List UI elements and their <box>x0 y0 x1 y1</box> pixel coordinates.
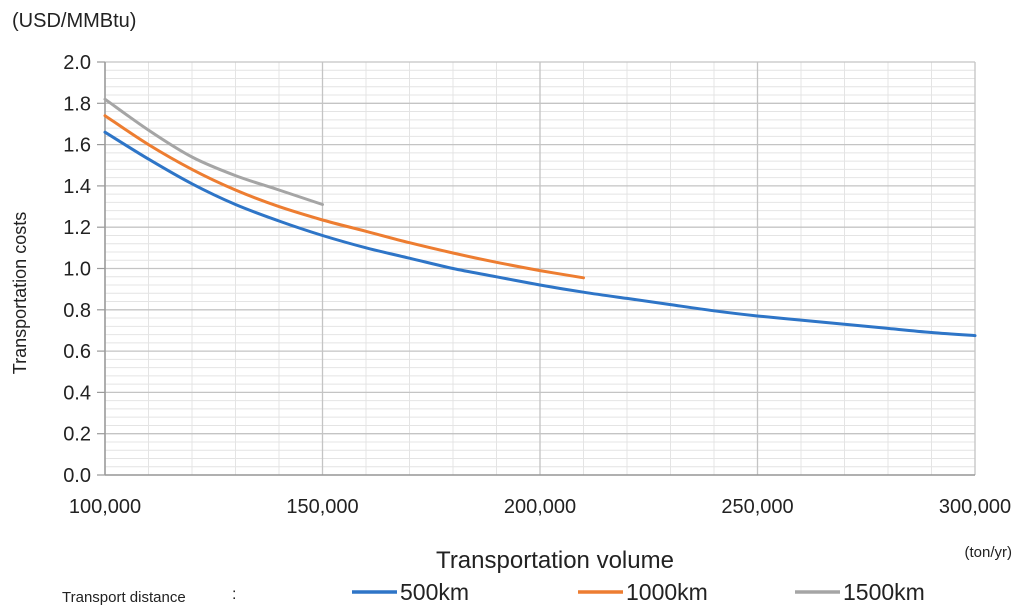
y-tick-label: 0.8 <box>63 300 91 322</box>
y-unit-label: (USD/MMBtu) <box>12 10 136 32</box>
legend-label-1000km: 1000km <box>626 579 708 605</box>
y-tick-label: 1.2 <box>63 217 91 239</box>
axes: 0.0 0.2 0.4 0.6 0.8 1.0 1.2 1.4 1.6 1.8 2.0 100,000… <box>63 52 1011 518</box>
x-axis-title: Transportation volume <box>436 547 674 574</box>
legend: 500km 1000km 1500km <box>352 579 925 605</box>
x-tick-label: 250,000 <box>721 496 793 518</box>
y-tick-label: 0.0 <box>63 465 91 487</box>
y-tick-label: 1.6 <box>63 135 91 157</box>
y-tick-label: 1.4 <box>63 176 91 198</box>
grid <box>104 61 976 476</box>
y-tick-label: 2.0 <box>63 52 91 74</box>
series-line-1500km <box>103 97 324 206</box>
y-tick-label: 0.4 <box>63 382 91 404</box>
series-lines <box>103 97 977 338</box>
legend-label-500km: 500km <box>400 579 469 605</box>
series-line-500km <box>103 130 977 338</box>
x-unit-label: (ton/yr) <box>964 544 1012 561</box>
y-tick-label: 1.8 <box>63 93 91 115</box>
legend-label-1500km: 1500km <box>843 579 925 605</box>
legend-separator: : <box>232 586 236 603</box>
x-tick-label: 200,000 <box>504 496 576 518</box>
x-tick-label: 150,000 <box>286 496 358 518</box>
y-tick-label: 0.6 <box>63 341 91 363</box>
series-line-1000km <box>103 114 585 280</box>
x-tick-label: 100,000 <box>69 496 141 518</box>
y-tick-label: 0.2 <box>63 424 91 446</box>
y-tick-label: 1.0 <box>63 259 91 281</box>
legend-title: Transport distance <box>62 589 186 606</box>
y-axis-title: Transportation costs <box>10 212 30 374</box>
x-tick-label: 300,000 <box>939 496 1011 518</box>
